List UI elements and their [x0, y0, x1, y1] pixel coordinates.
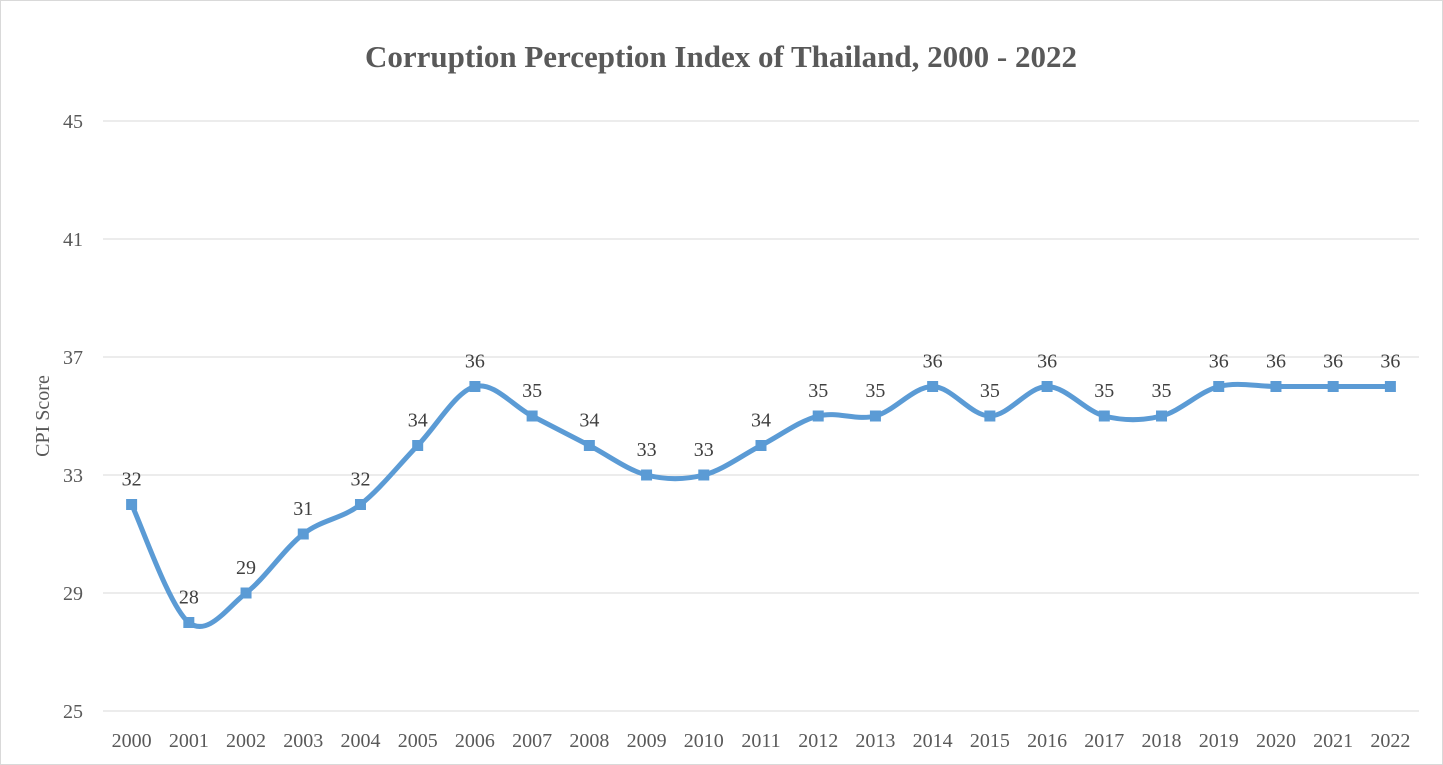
x-tick-label: 2022	[1370, 730, 1410, 752]
data-label: 36	[923, 351, 943, 373]
data-point-marker	[1384, 381, 1396, 392]
x-tick-label: 2012	[798, 730, 838, 752]
data-label: 36	[1266, 351, 1286, 373]
x-tick-label: 2017	[1084, 730, 1124, 752]
x-tick-label: 2008	[569, 730, 609, 752]
x-tick-label: 2014	[913, 730, 953, 752]
x-tick-label: 2009	[627, 730, 667, 752]
x-tick-label: 2004	[340, 730, 380, 752]
x-tick-label: 2005	[398, 730, 438, 752]
data-label: 33	[694, 439, 714, 461]
data-point-marker	[1156, 410, 1168, 422]
data-point-marker	[583, 440, 595, 451]
x-tick-label: 2002	[226, 730, 266, 752]
data-label: 35	[1094, 380, 1114, 402]
data-point-marker	[641, 469, 653, 481]
data-point-marker	[869, 410, 881, 422]
data-label: 33	[637, 439, 657, 461]
data-point-marker	[354, 499, 366, 510]
x-tick-label: 2006	[455, 730, 495, 752]
y-tick-label: 41	[63, 229, 83, 251]
data-point-marker	[1041, 381, 1053, 392]
data-point-marker	[812, 410, 824, 422]
y-tick-label: 25	[63, 701, 83, 723]
y-axis-ticks: 25 29 33 37 41 45	[63, 111, 83, 723]
x-tick-label: 2010	[684, 730, 724, 752]
data-point-marker	[984, 410, 996, 422]
y-axis-title: CPI Score	[32, 375, 54, 457]
data-label: 36	[1380, 351, 1400, 373]
data-point-marker	[412, 440, 424, 451]
data-point-marker	[927, 381, 939, 392]
data-label: 35	[808, 380, 828, 402]
x-tick-label: 2003	[283, 730, 323, 752]
y-tick-label: 45	[63, 111, 83, 133]
data-point-marker	[1270, 381, 1282, 392]
data-label: 34	[408, 410, 428, 432]
data-point-marker	[126, 499, 138, 510]
data-label: 36	[465, 351, 485, 373]
data-point-marker	[1213, 381, 1225, 392]
y-tick-label: 33	[63, 465, 83, 487]
data-point-marker	[755, 440, 767, 451]
x-tick-label: 2020	[1256, 730, 1296, 752]
chart-title: Corruption Perception Index of Thailand,…	[365, 39, 1077, 74]
data-point-marker	[526, 410, 538, 422]
data-label: 34	[751, 410, 771, 432]
x-tick-label: 2011	[741, 730, 780, 752]
marker-layer	[126, 381, 1396, 628]
x-tick-label: 2018	[1142, 730, 1182, 752]
data-point-marker	[183, 617, 195, 628]
data-label-layer: 32 28 29 31 32 34 36 35 34 33 33 34 35 35 36 35 36 35 35 36…	[122, 351, 1401, 609]
data-label: 29	[236, 557, 256, 579]
x-tick-label: 2019	[1199, 730, 1239, 752]
data-label: 32	[350, 469, 370, 491]
y-tick-label: 37	[63, 347, 83, 369]
data-point-marker	[1098, 410, 1110, 422]
data-point-marker	[240, 587, 252, 599]
data-label: 35	[1152, 380, 1172, 402]
x-tick-label: 2015	[970, 730, 1010, 752]
x-tick-label: 2000	[112, 730, 152, 752]
x-tick-label: 2007	[512, 730, 552, 752]
y-tick-label: 29	[63, 583, 83, 605]
data-label: 34	[579, 410, 599, 432]
data-label: 28	[179, 587, 199, 609]
x-tick-label: 2016	[1027, 730, 1067, 752]
x-tick-label: 2001	[169, 730, 209, 752]
data-label: 35	[865, 380, 885, 402]
data-label: 35	[522, 380, 542, 402]
grid-layer	[103, 120, 1419, 712]
data-label: 32	[122, 469, 142, 491]
x-axis-ticks: 2000 2001 2002 2003 2004 2005 2006 2007 2008 2009…	[112, 730, 1411, 752]
x-tick-label: 2013	[855, 730, 895, 752]
data-point-marker	[1327, 381, 1339, 392]
data-label: 36	[1037, 351, 1057, 373]
data-label: 36	[1323, 351, 1343, 373]
data-point-marker	[698, 469, 710, 481]
data-label: 35	[980, 380, 1000, 402]
data-point-marker	[297, 528, 309, 540]
data-label: 31	[293, 498, 313, 520]
data-label: 36	[1209, 351, 1229, 373]
data-point-marker	[469, 381, 481, 392]
x-tick-label: 2021	[1313, 730, 1353, 752]
